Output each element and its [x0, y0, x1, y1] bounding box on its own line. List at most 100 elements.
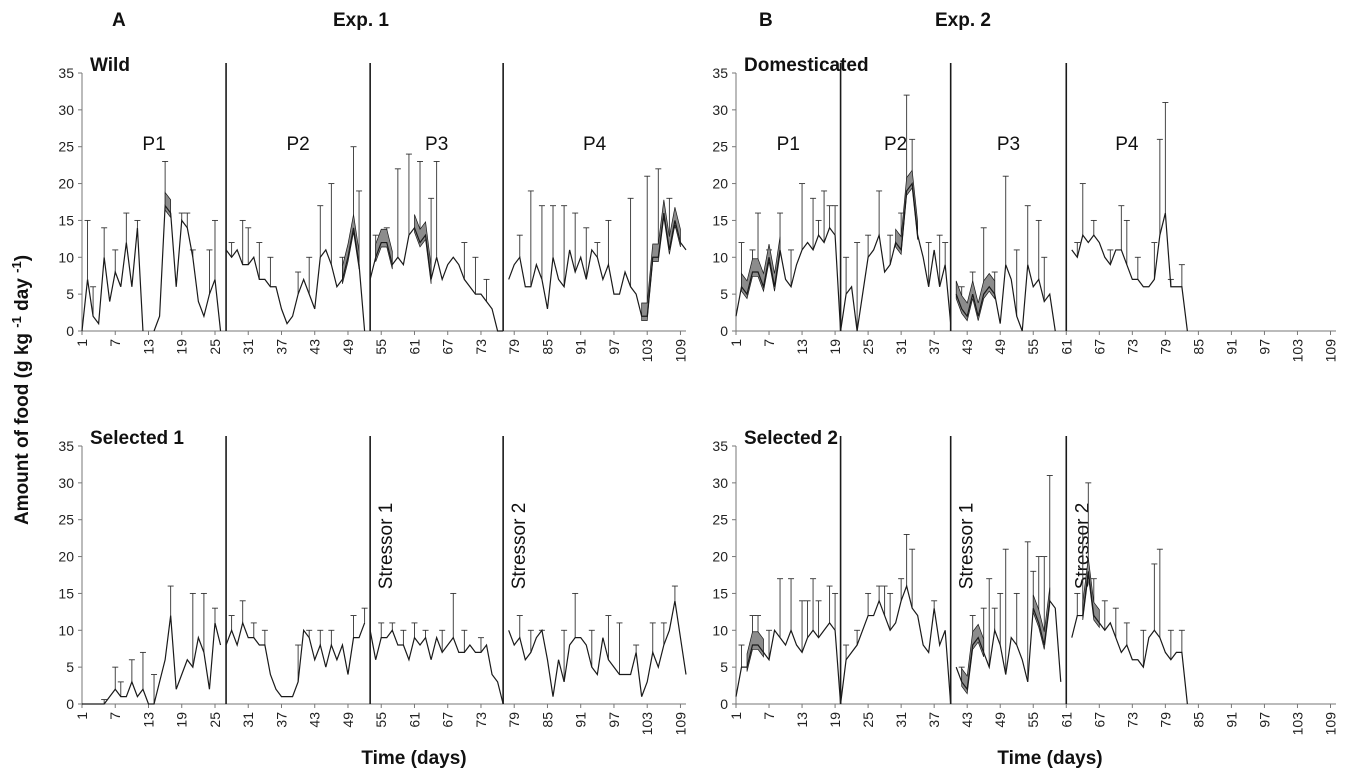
stressor-label: Stressor 1 — [957, 503, 978, 590]
x-tick-label: 97 — [606, 339, 622, 355]
x-tick-label: 19 — [174, 712, 190, 728]
exp1-title: Exp. 1 — [333, 10, 389, 31]
y-tick-label: 25 — [58, 139, 74, 155]
x-tick-label: 103 — [1289, 712, 1305, 736]
y-tick-label: 10 — [58, 622, 74, 638]
series-line — [955, 599, 1062, 691]
x-tick-label: 25 — [860, 339, 876, 355]
x-tick-label: 7 — [761, 712, 777, 720]
y-tick-label: 35 — [712, 438, 728, 454]
y-tick-label: 35 — [58, 65, 74, 81]
y-tick-label: 0 — [66, 323, 74, 339]
x-axis-label-a: Time (days) — [361, 748, 466, 769]
x-tick-label: 67 — [440, 339, 456, 355]
x-tick-label: 37 — [273, 712, 289, 728]
x-tick-label: 7 — [107, 339, 123, 347]
panel-b-letter: B — [759, 10, 773, 31]
period-label: P3 — [997, 134, 1020, 155]
shaded-band — [955, 272, 996, 322]
x-tick-label: 55 — [1025, 339, 1041, 355]
series-line — [735, 226, 842, 332]
y-tick-label: 10 — [712, 249, 728, 265]
x-tick-label: 31 — [240, 712, 256, 728]
y-tick-label: 20 — [58, 549, 74, 565]
x-tick-label: 73 — [473, 339, 489, 355]
y-tick-label: 30 — [712, 475, 728, 491]
x-tick-label: 103 — [639, 712, 655, 736]
period-label: P2 — [884, 134, 907, 155]
plot-wild: 0 5 10 15 20 25 30 35 1 7 13 19 25 31 37 43 49 55 61 67 73 79… — [58, 55, 688, 362]
x-tick-label: 79 — [506, 339, 522, 355]
y-tick-label: 10 — [58, 249, 74, 265]
series-line — [82, 615, 222, 705]
x-tick-label: 103 — [639, 339, 655, 363]
x-tick-label: 13 — [794, 712, 810, 728]
shaded-band — [164, 191, 172, 219]
x-tick-label: 109 — [672, 339, 688, 363]
x-tick-label: 31 — [893, 712, 909, 728]
subplot-title: Selected 2 — [744, 428, 838, 449]
x-tick-label: 25 — [207, 712, 223, 728]
series-line — [225, 227, 366, 332]
series-line — [735, 621, 842, 705]
y-tick-label: 35 — [58, 438, 74, 454]
x-axis-label-b: Time (days) — [997, 748, 1102, 769]
series-line — [955, 264, 1056, 332]
y-tick-label: 20 — [712, 176, 728, 192]
x-tick-label: 19 — [827, 339, 843, 355]
panel-a-letter: A — [112, 10, 126, 31]
series-line — [839, 181, 952, 332]
x-tick-label: 85 — [1190, 712, 1206, 728]
y-axis-label: Amount of food (g kg -1 day -1) — [9, 255, 34, 525]
y-tick-label: 5 — [66, 659, 74, 675]
x-tick-label: 49 — [340, 712, 356, 728]
x-tick-label: 49 — [992, 339, 1008, 355]
series-line — [1071, 212, 1188, 332]
series-line — [839, 584, 952, 705]
shaded-band — [741, 236, 781, 300]
x-tick-label: 61 — [406, 339, 422, 355]
y-tick-label: 5 — [66, 286, 74, 302]
y-tick-label: 30 — [58, 475, 74, 491]
period-label: P2 — [286, 134, 309, 155]
x-tick-label: 97 — [1256, 712, 1272, 728]
x-tick-label: 91 — [573, 339, 589, 355]
y-tick-label: 15 — [712, 585, 728, 601]
x-tick-label: 19 — [174, 339, 190, 355]
x-tick-label: 49 — [992, 712, 1008, 728]
y-tick-label: 15 — [712, 212, 728, 228]
y-tick-label: 5 — [720, 659, 728, 675]
y-tick-label: 25 — [58, 512, 74, 528]
x-tick-label: 37 — [926, 712, 942, 728]
period-label: P3 — [425, 134, 448, 155]
x-tick-label: 109 — [1322, 339, 1338, 363]
y-tick-label: 0 — [720, 696, 728, 712]
series-line — [369, 629, 504, 705]
x-tick-label: 91 — [1223, 712, 1239, 728]
x-tick-label: 73 — [473, 712, 489, 728]
x-tick-label: 85 — [539, 339, 555, 355]
series-line — [508, 600, 687, 697]
x-tick-label: 49 — [340, 339, 356, 355]
x-tick-label: 73 — [1124, 339, 1140, 355]
x-tick-label: 43 — [959, 712, 975, 728]
x-tick-label: 55 — [373, 712, 389, 728]
y-tick-label: 30 — [58, 102, 74, 118]
x-tick-label: 13 — [140, 339, 156, 355]
y-tick-label: 15 — [58, 212, 74, 228]
period-label: P4 — [583, 134, 607, 155]
x-tick-label: 1 — [74, 339, 90, 347]
x-tick-label: 37 — [926, 339, 942, 355]
x-tick-label: 85 — [539, 712, 555, 728]
x-tick-label: 1 — [728, 339, 744, 347]
x-tick-label: 97 — [1256, 339, 1272, 355]
x-tick-label: 31 — [893, 339, 909, 355]
subplot-title: Selected 1 — [90, 428, 184, 449]
x-tick-label: 25 — [207, 339, 223, 355]
series-line — [508, 212, 687, 317]
x-tick-label: 25 — [860, 712, 876, 728]
y-tick-label: 25 — [712, 512, 728, 528]
x-tick-label: 31 — [240, 339, 256, 355]
x-tick-label: 79 — [1157, 712, 1173, 728]
x-tick-label: 7 — [107, 712, 123, 720]
